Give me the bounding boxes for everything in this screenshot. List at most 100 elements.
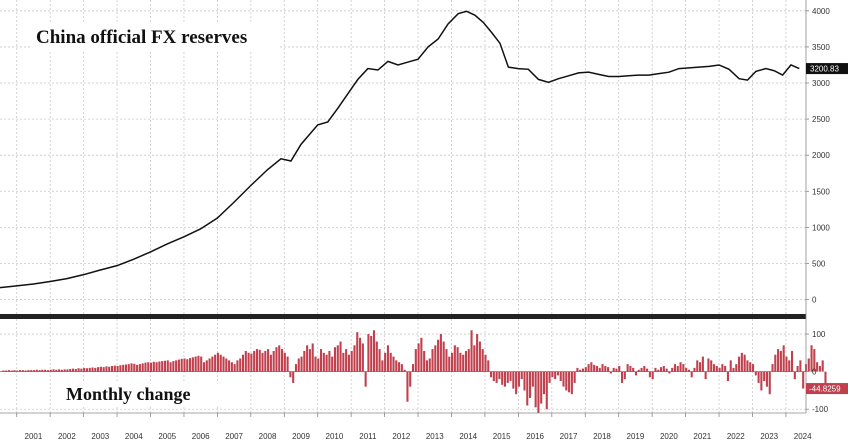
monthly-change-bar <box>16 370 19 372</box>
monthly-change-bar <box>108 366 111 372</box>
monthly-change-bar <box>512 371 515 389</box>
monthly-change-bar <box>821 360 824 372</box>
monthly-change-bar <box>83 367 86 372</box>
monthly-change-bar <box>788 360 791 372</box>
monthly-change-bar <box>158 361 161 372</box>
monthly-change-bar <box>255 349 258 372</box>
monthly-change-bar <box>5 370 8 372</box>
monthly-change-bar <box>46 370 49 372</box>
monthly-change-bar <box>782 345 785 372</box>
monthly-change-bar <box>269 354 272 372</box>
monthly-change-bar <box>629 366 632 372</box>
monthly-change-bar <box>637 369 640 372</box>
monthly-change-bar <box>492 371 495 382</box>
monthly-change-bar <box>640 367 643 372</box>
monthly-change-bar <box>609 371 612 374</box>
monthly-change-bar <box>665 368 668 372</box>
monthly-change-bar <box>590 362 593 372</box>
x-tick-label: 2008 <box>259 432 277 441</box>
monthly-change-bar <box>450 352 454 372</box>
x-tick-label: 2020 <box>660 432 678 441</box>
x-tick-label: 2012 <box>392 432 410 441</box>
monthly-change-bar <box>384 352 387 372</box>
monthly-change-bar <box>359 337 362 372</box>
monthly-change-bar <box>183 358 186 372</box>
monthly-change-bar <box>272 350 275 372</box>
monthly-change-bar <box>632 367 635 372</box>
monthly-change-bar <box>113 365 116 372</box>
monthly-change-bar <box>356 332 359 372</box>
monthly-change-bar <box>509 371 512 382</box>
monthly-change-bar <box>58 369 61 372</box>
x-tick-label: 2005 <box>158 432 176 441</box>
monthly-change-bar <box>668 371 671 374</box>
monthly-change-bar <box>760 371 763 391</box>
monthly-change-bar <box>593 364 596 372</box>
monthly-change-bar <box>581 368 585 372</box>
monthly-change-bar <box>570 371 573 395</box>
monthly-change-bar <box>292 371 295 383</box>
monthly-change-bar <box>38 370 41 372</box>
x-tick-label: 2004 <box>125 432 143 441</box>
monthly-change-bar <box>24 370 27 372</box>
monthly-change-bar <box>551 371 554 378</box>
monthly-change-bar <box>294 364 298 372</box>
monthly-change-bar <box>370 335 373 372</box>
y-tick-label: 1500 <box>812 187 830 196</box>
monthly-change-bar <box>308 349 311 372</box>
monthly-change-bar <box>345 349 348 372</box>
monthly-change-bar <box>779 350 782 372</box>
monthly-change-bar <box>526 371 529 406</box>
monthly-change-bar <box>52 369 55 372</box>
monthly-change-bar <box>799 360 802 372</box>
monthly-change-bar <box>690 371 693 378</box>
monthly-change-bar <box>317 358 320 372</box>
monthly-change-bar <box>537 371 540 413</box>
monthly-change-bar <box>32 370 36 372</box>
y-tick-label: 4000 <box>812 7 830 16</box>
monthly-change-bar <box>724 366 727 372</box>
monthly-change-bar <box>453 345 456 372</box>
monthly-change-bar <box>395 360 398 372</box>
monthly-change-bar <box>350 350 353 372</box>
monthly-change-bar <box>219 354 222 372</box>
monthly-change-bar <box>623 371 626 380</box>
monthly-change-bar <box>743 354 746 372</box>
monthly-change-bar <box>55 369 58 372</box>
monthly-change-bar <box>726 371 729 382</box>
monthly-change-bar <box>618 366 621 372</box>
monthly-change-bar <box>35 369 38 372</box>
y-tick-label: 100 <box>812 330 826 339</box>
monthly-change-bar <box>534 371 537 408</box>
monthly-change-bar <box>545 371 548 410</box>
monthly-change-bar <box>634 371 638 376</box>
monthly-change-bar <box>244 350 247 372</box>
monthly-change-bar <box>202 362 206 372</box>
monthly-change-bar <box>646 368 649 372</box>
monthly-change-bar <box>331 356 334 372</box>
monthly-change-bar <box>676 366 679 372</box>
monthly-change-bar <box>392 356 395 372</box>
bottom-last-value-box <box>806 383 848 395</box>
monthly-change-bar <box>239 358 242 372</box>
y-tick-label: 0 <box>812 368 817 377</box>
monthly-change-bar <box>225 358 228 372</box>
monthly-change-bar <box>615 368 618 372</box>
x-axis: 2001 2002 2003 2004 2005 2006 2007 2008 2009 2010… <box>16 413 812 441</box>
monthly-change-bar <box>506 371 509 383</box>
top-last-value-box <box>806 63 848 75</box>
monthly-change-bar <box>439 334 442 372</box>
monthly-change-bar <box>704 371 707 380</box>
x-tick-label: 2009 <box>292 432 310 441</box>
monthly-change-bar <box>400 364 403 372</box>
monthly-change-bar <box>241 354 245 372</box>
monthly-change-bar <box>431 349 434 372</box>
y-tick-label: 1000 <box>812 223 830 232</box>
monthly-change-bar <box>13 370 16 372</box>
monthly-change-bar <box>715 366 718 372</box>
monthly-change-bar <box>768 371 771 395</box>
monthly-change-bar <box>214 354 217 372</box>
monthly-change-bar <box>556 371 559 376</box>
monthly-change-bar <box>150 362 153 372</box>
